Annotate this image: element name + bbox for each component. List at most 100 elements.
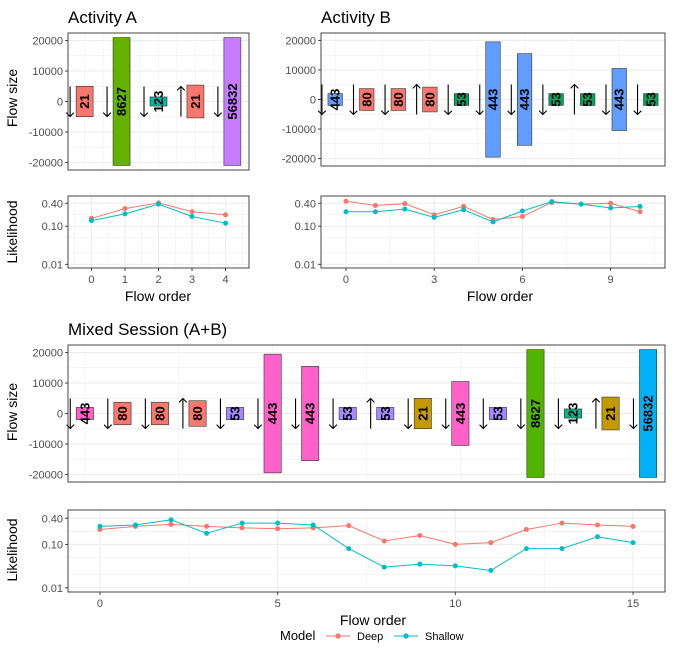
- activity-a-title: Activity A: [68, 8, 138, 27]
- mixed-bar-12: [526, 349, 545, 478]
- mixed-bar-8: [376, 407, 395, 420]
- activity-a-ytick-label: 0: [57, 97, 63, 109]
- mixed-likelihood-shallow-point-12: [523, 546, 529, 552]
- activity-b-bar-9: [611, 68, 627, 131]
- mixed-likelihood-deep-point-10: [452, 541, 458, 547]
- activity-a-bar-label-0: 21: [77, 94, 92, 108]
- activity-b-likelihood-shallow-point-6: [519, 208, 525, 214]
- activity-a-likelihood-ytick-label: 0.10: [42, 221, 63, 233]
- activity-a-bar-0: [75, 85, 94, 118]
- mixed-likelihood-shallow-point-4: [239, 520, 245, 526]
- activity-b-likelihood-shallow-point-7: [549, 199, 555, 205]
- activity-b-ytick-label: 0: [310, 95, 316, 107]
- mixed-bar-14: [601, 396, 620, 431]
- mixed-bar-4: [226, 407, 245, 420]
- x-axis-label-b: Flow order: [467, 288, 533, 304]
- mixed-bar-label-11: 53: [490, 406, 505, 420]
- mixed-likelihood-xtick-label: 5: [275, 598, 281, 610]
- activity-b-ytick-label: 10000: [285, 65, 316, 77]
- activity-b-likelihood-shallow-point-5: [490, 219, 496, 225]
- mixed-likelihood-deep-point-9: [417, 533, 423, 539]
- mixed-bar-3: [188, 400, 207, 427]
- activity-a-bar-1: [112, 37, 131, 166]
- mixed-likelihood-shallow-point-3: [204, 530, 210, 536]
- activity-b-bar-label-0: 443: [328, 89, 343, 111]
- mixed-likelihood-deep-point-7: [346, 523, 352, 529]
- activity-b-bar-3: [422, 86, 438, 113]
- mixed-bar-2: [151, 401, 169, 426]
- activity-b-likelihood-xtick-label: 3: [431, 274, 437, 286]
- activity-b-likelihood-deep-point-10: [637, 209, 643, 215]
- activity-b-bar-label-5: 443: [486, 89, 501, 111]
- activity-a-likelihood-xtick-label: 0: [88, 274, 94, 286]
- activity-b-likelihood-panel-border: [320, 195, 666, 269]
- mixed-likelihood-shallow-point-7: [346, 546, 352, 552]
- mixed-bar-label-14: 21: [603, 406, 618, 420]
- chart-panels: 21 8627 123 21 5683220000100000-10000-200004…: [29, 32, 666, 610]
- y-axis-label-a-line: Likelihood: [4, 200, 20, 263]
- mixed-bar-10: [451, 381, 470, 446]
- mixed-likelihood-deep-point-13: [559, 520, 565, 526]
- activity-a-likelihood-shallow-point-1: [122, 211, 128, 217]
- activity-a-bar-2: [149, 96, 168, 107]
- activity-b-likelihood-shallow-point-4: [461, 207, 467, 213]
- mixed-ytick-label: -20000: [29, 469, 63, 481]
- x-axis-label-mixed: Flow order: [340, 612, 406, 628]
- mixed-bar-9: [413, 397, 432, 430]
- mixed-ytick-label: 0: [57, 409, 63, 421]
- activity-b-likelihood-xtick-label: 0: [343, 274, 349, 286]
- mixed-bar-label-1: 80: [115, 406, 130, 420]
- activity-b-likelihood-deep-point-9: [608, 200, 614, 206]
- mixed-bar-15: [639, 349, 658, 478]
- mixed-likelihood-shallow-point-14: [594, 534, 600, 540]
- activity-b-likelihood-shallow-point-10: [637, 203, 643, 209]
- mixed-bar-1: [113, 401, 132, 426]
- activity-b-likelihood-panel-bg: [321, 196, 665, 268]
- activity-b-likelihood-shallow-point-2: [402, 206, 408, 212]
- mixed-bar-13: [564, 408, 582, 419]
- activity-b-likelihood-xtick-label: 6: [519, 274, 525, 286]
- mixed-bar-5: [263, 353, 282, 474]
- activity-b-bar-5: [485, 41, 501, 158]
- x-axis-label-a: Flow order: [125, 288, 191, 304]
- activity-a-likelihood-shallow-point-2: [156, 201, 161, 207]
- mixed-likelihood-deep-point-12: [523, 527, 529, 533]
- activity-a-likelihood-deep-point-3: [189, 209, 195, 215]
- mixed-bar-0: [75, 407, 94, 420]
- activity-b-bar-7: [548, 93, 564, 106]
- activity-a-likelihood-shallow-point-3: [189, 213, 195, 219]
- mixed-likelihood-shallow-point-0: [97, 523, 103, 529]
- activity-b-bar-label-6: 443: [517, 89, 532, 111]
- activity-a-ytick-label: 20000: [32, 36, 63, 48]
- activity-b-likelihood-deep-point-0: [343, 198, 349, 204]
- activity-a-ytick-label: -20000: [29, 157, 63, 169]
- activity-b-bar-label-10: 53: [643, 92, 658, 106]
- mixed-likelihood-series-shallow-line: [99, 519, 634, 572]
- activity-b-bar-label-3: 80: [422, 92, 437, 106]
- mixed-bar-label-4: 53: [228, 406, 243, 420]
- legend-deep-label: Deep: [357, 631, 383, 643]
- activity-b-likelihood-shallow-point-3: [431, 214, 437, 220]
- mixed-bar-6: [301, 366, 320, 461]
- activity-b-bar-label-2: 80: [391, 92, 406, 106]
- mixed-bar-7: [338, 407, 357, 420]
- mixed-bar-label-7: 53: [340, 406, 355, 420]
- mixed-bar-label-5: 443: [265, 403, 280, 425]
- activity-a-likelihood-shallow-point-4: [223, 220, 229, 226]
- activity-a-bar-4: [223, 37, 242, 166]
- mixed-likelihood-deep-point-8: [381, 538, 387, 544]
- activity-a-likelihood-xtick-label: 2: [155, 274, 161, 286]
- mixed-session-title: Mixed Session (A+B): [68, 320, 227, 339]
- mixed-likelihood-shallow-point-9: [417, 561, 423, 567]
- mixed-likelihood-shallow-point-1: [133, 522, 139, 528]
- activity-a-ytick-label: -10000: [29, 127, 63, 139]
- activity-b-likelihood-ytick-label: 0.01: [295, 259, 316, 271]
- mixed-likelihood-ytick-label: 0.40: [42, 513, 63, 525]
- mixed-likelihood-deep-point-11: [488, 540, 494, 546]
- activity-a-bar-label-2: 123: [151, 91, 166, 113]
- activity-b-likelihood-deep-point-2: [402, 201, 408, 207]
- mixed-bar-11: [488, 407, 507, 420]
- activity-b-title: Activity B: [321, 8, 391, 27]
- activity-b-bar-6: [517, 53, 533, 146]
- mixed-ytick-label: 20000: [32, 348, 63, 360]
